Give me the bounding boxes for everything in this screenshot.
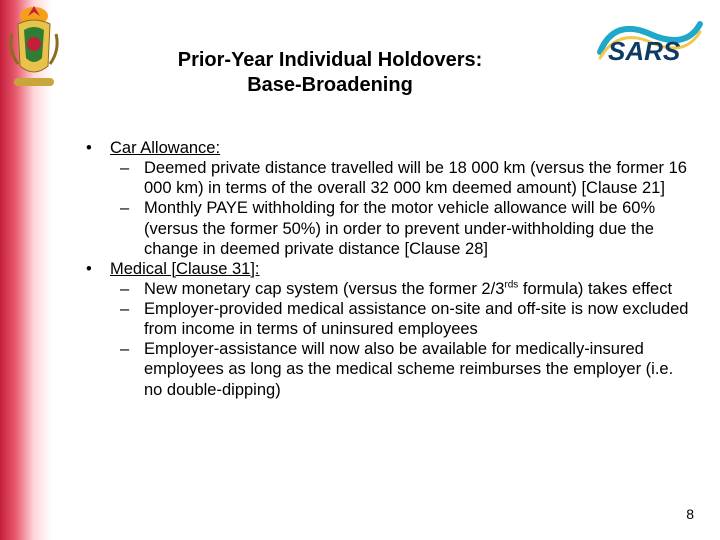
sars-logo-text: SARS xyxy=(608,36,681,66)
sub-bullet-item: Employer-provided medical assistance on-… xyxy=(80,299,694,339)
coat-of-arms-icon xyxy=(4,4,64,96)
sub-bullet-item: Monthly PAYE withholding for the motor v… xyxy=(80,198,694,258)
bullet-item: Car Allowance: xyxy=(80,138,694,158)
sub-bullet-item: Employer-assistance will now also be ava… xyxy=(80,339,694,399)
slide-title: Prior-Year Individual Holdovers: Base-Br… xyxy=(70,48,590,98)
bullet-label: Car Allowance: xyxy=(110,139,220,157)
title-line-2: Base-Broadening xyxy=(70,73,590,98)
title-line-1: Prior-Year Individual Holdovers: xyxy=(70,48,590,73)
slide-body: Car Allowance:Deemed private distance tr… xyxy=(80,138,694,400)
sub-bullet-item: Deemed private distance travelled will b… xyxy=(80,158,694,198)
page-number: 8 xyxy=(686,506,694,522)
bullet-item: Medical [Clause 31]: xyxy=(80,259,694,279)
sars-logo-icon: SARS xyxy=(594,12,706,70)
sub-bullet-item: New monetary cap system (versus the form… xyxy=(80,279,694,299)
bullet-label: Medical [Clause 31]: xyxy=(110,260,260,278)
